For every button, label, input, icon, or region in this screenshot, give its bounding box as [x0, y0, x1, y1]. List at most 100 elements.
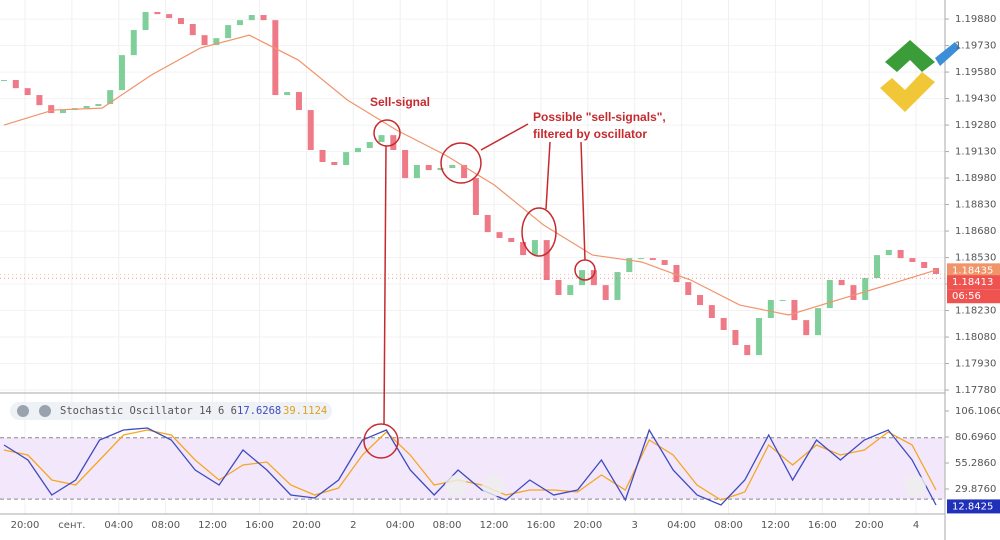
annotation-line [383, 145, 387, 426]
candle [48, 105, 55, 114]
candle [107, 90, 114, 105]
oscillator-band [0, 437, 945, 500]
x-tick-label: 08:00 [433, 520, 462, 531]
candle [767, 299, 774, 318]
candle [248, 15, 255, 21]
y-tick-label: 1.17780 [955, 385, 996, 396]
y-tick-label: 106.1060 [955, 406, 1000, 417]
annotation-circle [373, 119, 401, 147]
candle [850, 285, 857, 300]
candle [626, 258, 633, 273]
x-tick-label: 12:00 [480, 520, 509, 531]
candle [590, 270, 597, 286]
x-tick-label: 20:00 [573, 520, 602, 531]
y-tick-label: 1.17930 [955, 359, 996, 370]
candle [36, 95, 43, 106]
annotation: filtered by oscillator [533, 127, 647, 141]
x-tick-label: 08:00 [714, 520, 743, 531]
candle [59, 110, 66, 114]
zoom-out[interactable] [445, 475, 467, 497]
candle [166, 14, 173, 19]
settings-icon[interactable] [39, 405, 51, 417]
countdown-bg [947, 289, 1000, 304]
candle [897, 249, 904, 259]
oscillator-legend: Stochastic Oscillator 14 6 6 17.6268 39.… [10, 402, 332, 420]
x-tick-label: 16:00 [808, 520, 837, 531]
x-tick-label: 04:00 [386, 520, 415, 531]
candle [24, 88, 31, 96]
candle [567, 285, 574, 296]
annotation-circle [440, 142, 482, 184]
countdown: 06:56 [952, 291, 981, 302]
candle [638, 258, 645, 260]
y-tick-label: 1.19280 [955, 120, 996, 131]
x-tick-label: 04:00 [104, 520, 133, 531]
x-tick-label: сент. [58, 520, 85, 531]
y-tick-label: 1.19730 [955, 41, 996, 52]
candle [602, 285, 609, 300]
candle [791, 299, 798, 321]
candle [708, 305, 715, 318]
candle [284, 92, 291, 96]
candle [697, 295, 704, 306]
annotation-line [480, 123, 529, 151]
y-tick-label: 1.18980 [955, 173, 996, 184]
candle [213, 38, 220, 46]
candle [838, 280, 845, 286]
candle [508, 237, 515, 243]
x-tick-label: 08:00 [151, 520, 180, 531]
candle [295, 92, 302, 111]
x-tick-label: 16:00 [245, 520, 274, 531]
candle [236, 20, 243, 26]
oscillator-title: Stochastic Oscillator 14 6 6 [60, 405, 237, 417]
annotations: Sell-signal Possible "sell-signals", fil… [363, 95, 666, 459]
price-tag-bg [947, 263, 1000, 278]
oscillator-tag-bg [947, 499, 1000, 514]
zoom-in[interactable] [482, 475, 504, 497]
legend-value: 17.6268 [237, 405, 281, 417]
candle [95, 104, 102, 106]
candle [260, 15, 267, 21]
candle [413, 164, 420, 179]
y-tick-label: 1.19430 [955, 94, 996, 105]
candle [307, 110, 314, 150]
candle [732, 329, 739, 346]
candle [815, 308, 822, 336]
candle [390, 135, 397, 150]
candle [189, 24, 196, 36]
price-tag: 1.18413 [952, 277, 993, 288]
y-tick-label: 1.19130 [955, 147, 996, 158]
oscillator-line [3, 427, 937, 506]
x-tick-label: 2 [350, 520, 356, 531]
candle [366, 142, 373, 149]
candle [543, 240, 550, 280]
candle [378, 135, 385, 143]
candle [874, 255, 881, 279]
candle [531, 240, 538, 256]
close-icon[interactable] [17, 405, 29, 417]
candle [472, 178, 479, 215]
candle [225, 25, 232, 39]
candle [661, 260, 668, 265]
scroll-right[interactable] [904, 475, 926, 497]
candle [921, 261, 928, 268]
y-tick-label: 29.8760 [955, 484, 996, 495]
candle [1, 80, 7, 82]
candle [579, 270, 586, 286]
candle [319, 149, 326, 162]
candle [118, 55, 125, 91]
candle [649, 258, 656, 261]
candle [343, 152, 350, 165]
candle [83, 105, 90, 109]
y-tick-label: 1.18530 [955, 253, 996, 264]
oscillator-line [3, 429, 937, 501]
moving-average [3, 34, 937, 316]
candle [744, 345, 751, 356]
legend-bg [10, 402, 332, 420]
candle [354, 148, 361, 153]
candle [826, 280, 833, 309]
annotation-line [580, 141, 586, 261]
y-tick-label: 1.18230 [955, 306, 996, 317]
candle [862, 278, 869, 300]
